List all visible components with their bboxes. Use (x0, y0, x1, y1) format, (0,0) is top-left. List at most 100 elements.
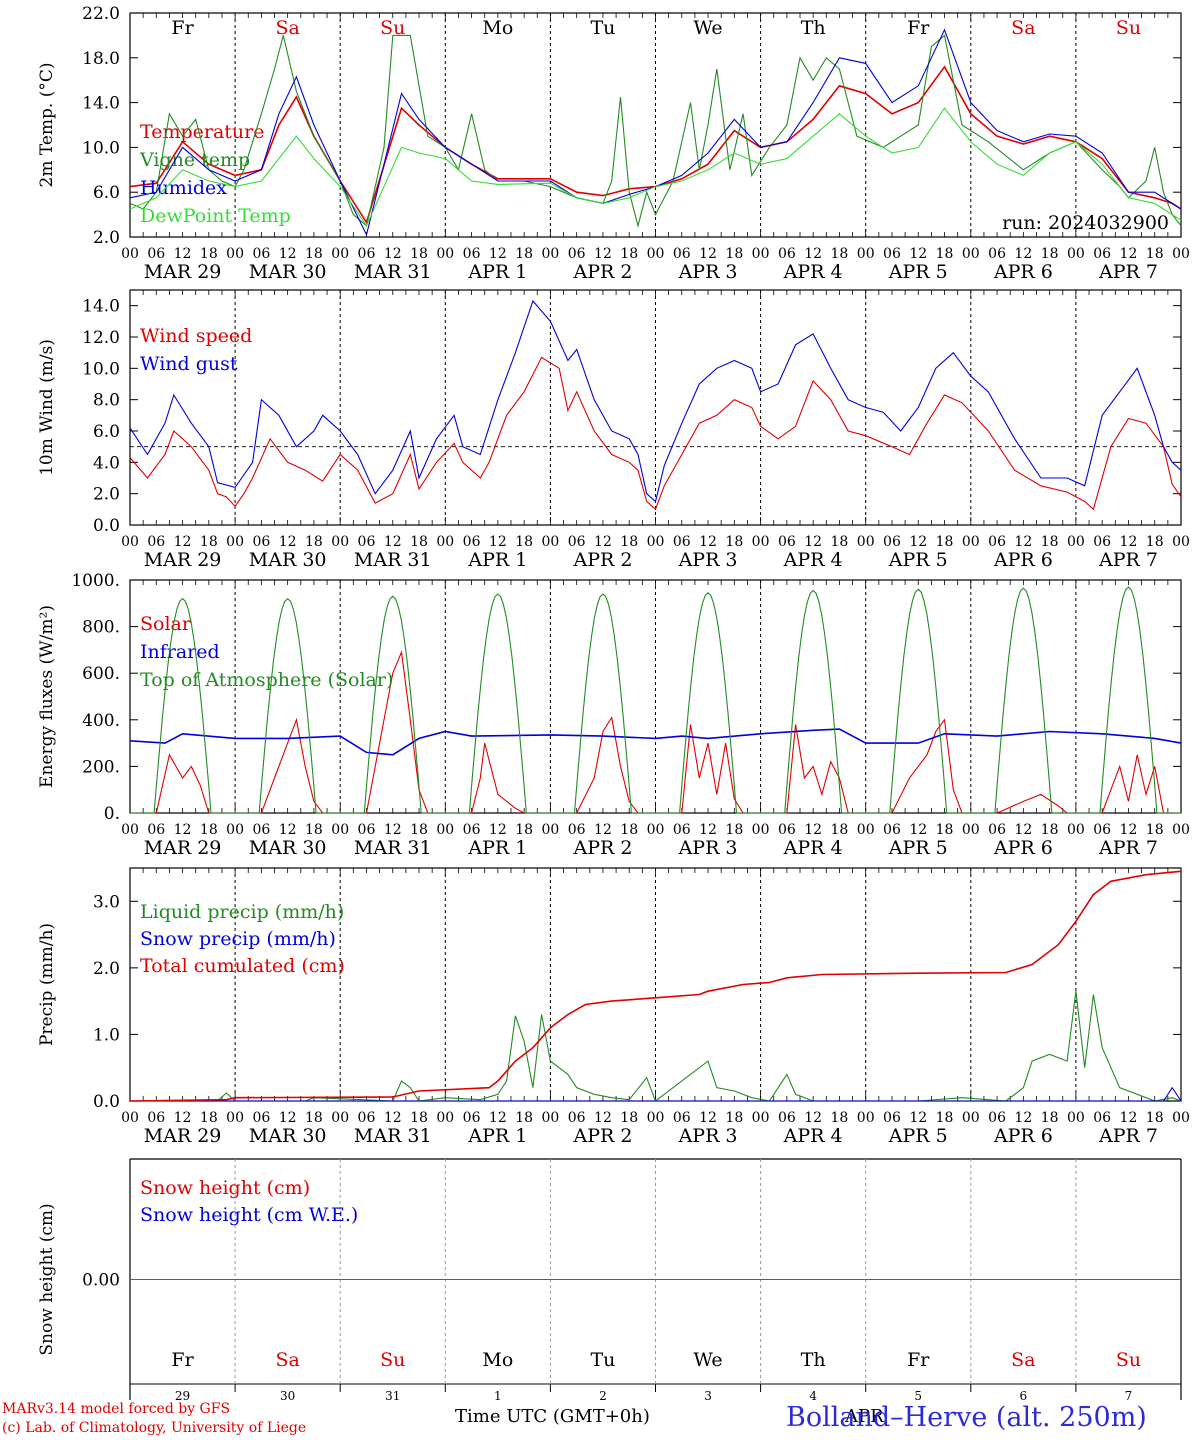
x-hour-label: 06 (778, 246, 796, 262)
x-hour-label: 00 (226, 246, 244, 262)
x-hour-label: 00 (647, 534, 665, 550)
y-tick-label: 200. (82, 757, 120, 777)
weekday-label: Su (380, 17, 405, 39)
x-hour-label: 18 (620, 534, 638, 550)
x-hour-label: 12 (279, 246, 297, 262)
weekday-label: Mo (482, 17, 513, 39)
x-hour-label: 06 (252, 534, 270, 550)
date-label: APR 1 (467, 837, 527, 859)
date-label: APR 4 (783, 549, 843, 571)
x-hour-label: 18 (831, 1110, 849, 1126)
y-tick-label: 0.00 (82, 1271, 120, 1291)
legend-entry: Wind speed (140, 325, 252, 347)
date-label: MAR 31 (354, 261, 432, 283)
x-hour-label: 12 (489, 822, 507, 838)
date-label: MAR 29 (144, 549, 222, 571)
x-hour-label: 18 (831, 822, 849, 838)
x-hour-label: 18 (1041, 534, 1059, 550)
x-hour-label: 06 (988, 534, 1006, 550)
x-hour-label: 12 (1120, 534, 1138, 550)
x-hour-label: 06 (883, 246, 901, 262)
panel-wind: 0.0 2.0 4.0 6.0 8.0 10.0 12.0 14.0 10m Wind (m/s… (37, 289, 1190, 571)
x-hour-label: 00 (752, 246, 770, 262)
y-axis-label: 10m Wind (m/s) (37, 339, 57, 476)
legend-entry: Snow precip (mm/h) (140, 928, 336, 950)
date-label: MAR 31 (354, 837, 432, 859)
x-hour-label: 18 (410, 534, 428, 550)
x-hour-label: 06 (778, 822, 796, 838)
date-label: APR 7 (1098, 1125, 1158, 1147)
x-hour-label: 18 (936, 246, 954, 262)
date-label: APR 6 (993, 837, 1053, 859)
x-hour-label: 00 (752, 822, 770, 838)
x-hour-label: 06 (988, 822, 1006, 838)
x-hour-label: 12 (594, 534, 612, 550)
x-hour-label: 06 (883, 822, 901, 838)
x-hour-label: 06 (147, 246, 165, 262)
date-label: APR 7 (1098, 837, 1158, 859)
x-hour-label: 06 (1093, 534, 1111, 550)
date-label: APR 1 (467, 1125, 527, 1147)
x-hour-label: 00 (226, 534, 244, 550)
x-hour-label: 12 (804, 246, 822, 262)
day-number-label: 4 (809, 1389, 817, 1403)
date-label: APR 1 (467, 549, 527, 571)
x-hour-label: 00 (1067, 534, 1085, 550)
x-axis-title: Time UTC (GMT+0h) (455, 1406, 650, 1427)
x-hour-label: 00 (1172, 1110, 1190, 1126)
y-tick-label: 10.0 (82, 138, 120, 158)
x-hour-label: 18 (305, 822, 323, 838)
x-hour-label: 00 (752, 534, 770, 550)
x-hour-label: 00 (121, 822, 139, 838)
date-label: MAR 29 (144, 837, 222, 859)
x-hour-label: 18 (1146, 534, 1164, 550)
day-number-label: 29 (175, 1389, 190, 1403)
x-hour-label: 06 (252, 1110, 270, 1126)
y-tick-label: 6.0 (93, 183, 120, 203)
date-label: APR 3 (678, 549, 738, 571)
weekday-label: Fr (907, 1349, 930, 1371)
day-number-label: 6 (1020, 1389, 1028, 1403)
date-label: APR 4 (783, 261, 843, 283)
y-tick-label: 400. (82, 711, 120, 731)
x-hour-label: 06 (147, 822, 165, 838)
x-hour-label: 18 (410, 822, 428, 838)
x-hour-label: 12 (1120, 1110, 1138, 1126)
x-hour-label: 18 (200, 246, 218, 262)
x-hour-label: 12 (384, 1110, 402, 1126)
x-hour-label: 00 (962, 246, 980, 262)
x-hour-label: 00 (436, 822, 454, 838)
x-hour-label: 12 (804, 822, 822, 838)
x-hour-label: 12 (384, 822, 402, 838)
date-label: APR 2 (572, 549, 632, 571)
y-tick-label: 1000. (71, 571, 120, 591)
x-hour-label: 00 (1172, 534, 1190, 550)
legend-entry: Snow height (cm W.E.) (140, 1204, 358, 1226)
x-hour-label: 18 (1146, 822, 1164, 838)
y-axis-label: Precip (mm/h) (37, 923, 57, 1046)
x-hour-label: 12 (804, 1110, 822, 1126)
x-hour-label: 18 (200, 822, 218, 838)
date-label: APR 2 (572, 1125, 632, 1147)
x-hour-label: 06 (358, 534, 376, 550)
date-label: APR 5 (888, 549, 948, 571)
series-line-temperature (129, 65, 1182, 225)
x-hour-label: 06 (673, 246, 691, 262)
x-hour-label: 00 (1067, 822, 1085, 838)
y-tick-label: 8.0 (93, 391, 120, 411)
x-hour-label: 18 (725, 534, 743, 550)
x-hour-label: 00 (436, 534, 454, 550)
x-hour-label: 00 (962, 534, 980, 550)
date-label: APR 1 (467, 261, 527, 283)
series-line-dewpoint-temp (129, 107, 1182, 227)
x-hour-label: 12 (909, 822, 927, 838)
series-line-wind-speed (129, 356, 1182, 511)
y-axis-label: Energy fluxes (W/m²) (37, 605, 57, 788)
weekday-label: Su (1116, 17, 1141, 39)
x-hour-label: 06 (358, 822, 376, 838)
weekday-label: Sa (1011, 17, 1035, 39)
x-hour-label: 18 (725, 246, 743, 262)
day-number-label: 30 (280, 1389, 295, 1403)
x-hour-label: 12 (594, 246, 612, 262)
x-hour-label: 00 (962, 822, 980, 838)
